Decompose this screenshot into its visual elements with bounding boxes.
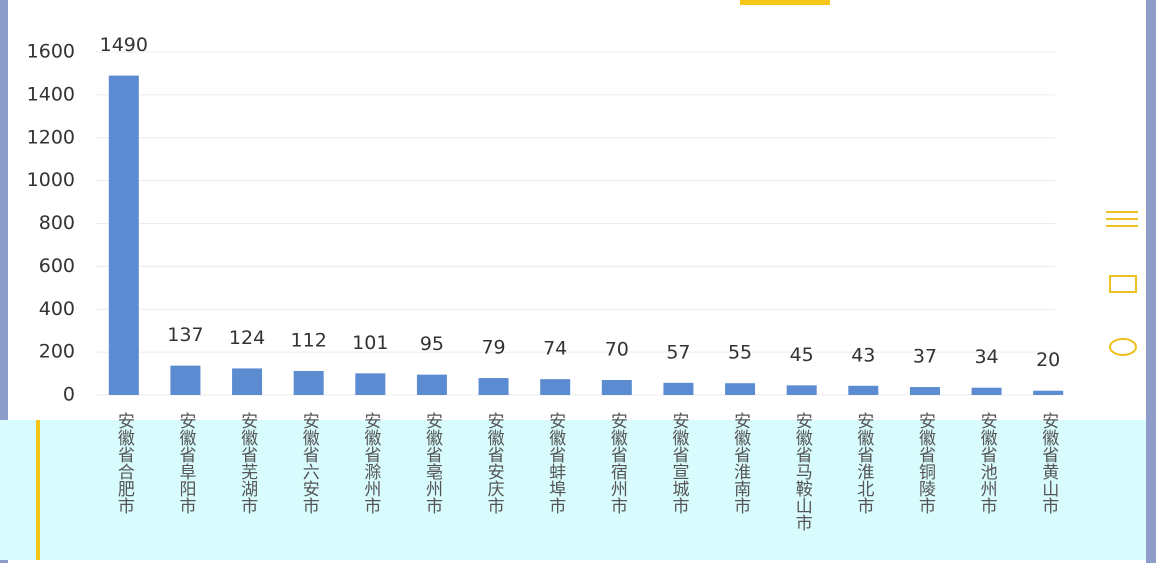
bar <box>416 374 447 395</box>
x-tick-label: 安徽省宣城市 <box>668 412 689 514</box>
x-tick-label: 安徽省蚌埠市 <box>545 412 566 514</box>
data-label: 70 <box>605 338 629 360</box>
x-tick-label: 安徽省马鞍山市 <box>792 412 813 531</box>
y-tick-label: 0 <box>63 384 75 406</box>
x-tick-label: 安徽省芜湖市 <box>237 412 258 514</box>
data-label: 45 <box>790 344 814 366</box>
bar <box>108 75 139 396</box>
bar <box>1033 390 1064 395</box>
data-label: 95 <box>420 333 444 355</box>
y-tick-label: 1200 <box>27 126 75 148</box>
bar <box>355 373 386 395</box>
label-accent <box>36 420 40 560</box>
data-label: 55 <box>728 342 752 364</box>
data-label: 20 <box>1036 349 1060 371</box>
label-area <box>0 420 1146 560</box>
bar <box>848 385 879 395</box>
data-label: 1490 <box>100 34 148 56</box>
data-label: 74 <box>543 338 567 360</box>
bar <box>540 379 571 395</box>
y-tick-label: 1400 <box>27 83 75 105</box>
bar <box>293 370 324 395</box>
chat-icon[interactable] <box>1109 338 1137 356</box>
x-tick-label: 安徽省合肥市 <box>114 412 135 514</box>
data-label: 101 <box>352 332 388 354</box>
y-tick-label: 1600 <box>27 41 75 63</box>
y-tick-label: 800 <box>39 212 75 234</box>
bar <box>725 383 756 395</box>
right-border <box>1146 0 1156 563</box>
bar <box>909 387 940 395</box>
data-label: 137 <box>167 324 203 346</box>
y-tick-label: 400 <box>39 298 75 320</box>
bar <box>170 365 201 395</box>
x-tick-label: 安徽省六安市 <box>299 412 320 514</box>
x-tick-label: 安徽省阜阳市 <box>175 412 196 514</box>
bar <box>232 368 263 395</box>
x-tick-label: 安徽省宿州市 <box>607 412 628 514</box>
data-label: 34 <box>974 346 998 368</box>
mail-icon[interactable] <box>1109 275 1137 293</box>
x-tick-label: 安徽省安庆市 <box>484 412 505 514</box>
x-tick-label: 安徽省淮北市 <box>853 412 874 514</box>
bar <box>971 387 1002 395</box>
data-label: 112 <box>291 329 327 351</box>
data-label: 124 <box>229 327 265 349</box>
side-menu-icon[interactable] <box>1106 211 1138 227</box>
x-tick-label: 安徽省淮南市 <box>730 412 751 514</box>
y-tick-label: 1000 <box>27 169 75 191</box>
top-accent <box>740 0 830 5</box>
bar <box>601 379 632 395</box>
data-label: 57 <box>666 341 690 363</box>
left-border <box>0 0 8 563</box>
x-tick-label: 安徽省池州市 <box>977 412 998 514</box>
data-label: 79 <box>481 337 505 359</box>
bar <box>786 385 817 395</box>
bar <box>478 378 509 395</box>
x-tick-label: 安徽省滁州市 <box>360 412 381 514</box>
x-tick-label: 安徽省亳州市 <box>422 412 443 514</box>
y-tick-label: 200 <box>39 341 75 363</box>
x-tick-label: 安徽省铜陵市 <box>915 412 936 514</box>
data-label: 37 <box>913 346 937 368</box>
bar <box>663 382 694 395</box>
data-label: 43 <box>851 344 875 366</box>
y-tick-label: 600 <box>39 255 75 277</box>
x-tick-label: 安徽省黄山市 <box>1038 412 1059 514</box>
